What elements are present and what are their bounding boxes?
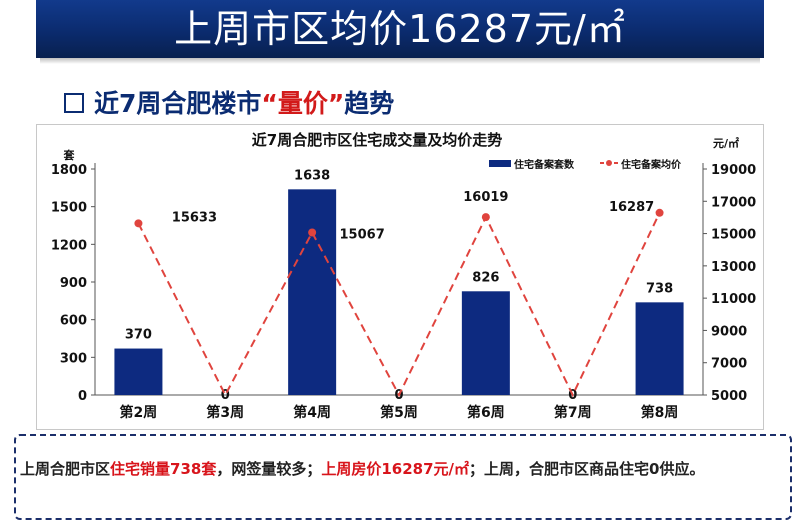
price-value-label: 16019 [463,190,508,205]
price-point [655,208,664,217]
summary-text-1: 上周合肥市区 [20,460,111,478]
price-point [134,219,143,228]
banner-title: 上周市区均价16287元/㎡ [174,7,626,51]
y-left-tick-label: 900 [60,276,87,291]
y-right-tick-label: 17000 [711,195,756,210]
summary-text-2: ，网签量较多； [216,460,322,478]
x-tick-label: 第6周 [467,404,505,421]
x-tick-label: 第3周 [206,404,244,421]
y-right-tick-label: 13000 [711,260,756,275]
bar-value-label: 1638 [294,168,330,183]
bar-value-label: 738 [646,281,673,296]
y-right-tick-label: 11000 [711,292,756,307]
bar [461,291,510,395]
bar-value-label: 370 [125,328,152,343]
legend-line-label: 住宅备案均价 [621,158,682,171]
bar-value-label: 826 [472,270,499,285]
summary-price-highlight: 上周房价16287元/㎡ [321,460,470,478]
x-tick-label: 第4周 [293,404,331,421]
y-left-tick-label: 1500 [51,201,87,216]
heading-prefix: 近7周合肥楼市 [94,89,262,118]
x-tick-label: 第2周 [120,404,158,421]
title-banner: 上周市区均价16287元/㎡ [36,0,764,58]
bar [288,189,337,395]
volume-price-chart: 近7周合肥市区住宅成交量及均价走势 0 300 600 900 1200 1500 1800套… [51,131,756,421]
x-tick-label: 第8周 [641,404,679,421]
y-right-tick-label: 7000 [711,357,747,372]
legend-bar-label: 住宅备案套数 [514,158,575,171]
bar [635,302,684,395]
y-left-tick-label: 0 [78,389,87,404]
y-left-unit: 套 [64,148,76,162]
bar [114,348,163,395]
y-right-tick-label: 15000 [711,228,756,243]
legend-line-marker [606,160,612,166]
y-right-unit: 元/㎡ [713,136,739,150]
chart-frame: 近7周合肥市区住宅成交量及均价走势 0 300 600 900 1200 1500 1800 套… [36,124,764,430]
chart-title: 近7周合肥市区住宅成交量及均价走势 [252,131,502,149]
checkbox-icon [64,93,84,113]
heading-highlight: 量价 [277,89,328,118]
price-line [137,212,661,398]
y-right-tick-label: 5000 [711,389,747,404]
summary-text-3: ；上周，合肥市区商品住宅0供应。 [469,460,705,478]
y-left-tick-label: 1200 [51,238,87,253]
price-point [481,213,490,222]
section-heading: 近7周合肥楼市“量价”趋势 [64,84,394,120]
summary-box: 上周合肥市区住宅销量738套，网签量较多；上周房价16287元/㎡；上周，合肥市… [14,434,792,520]
heading-quote-open: “ [261,89,278,118]
y-right-tick-label: 9000 [711,324,747,339]
price-value-label: 15633 [172,210,217,225]
x-tick-label: 第7周 [554,404,592,421]
price-point [308,228,317,237]
bar-value-label: 0 [221,388,230,403]
heading-quote-close: ” [327,89,345,118]
y-left-tick-label: 600 [60,314,87,329]
y-right-tick-label: 19000 [711,163,756,178]
price-value-label: 16287 [609,200,654,215]
x-tick-label: 第5周 [380,404,418,421]
y-left-tick-label: 300 [60,351,87,366]
price-value-label: 15067 [340,227,385,242]
summary-sales-highlight: 住宅销量738套 [110,460,217,478]
y-left-tick-label: 1800 [51,163,87,178]
heading-suffix: 趋势 [344,89,395,118]
banner-shadow [40,58,760,64]
legend-bar-swatch [489,160,511,167]
